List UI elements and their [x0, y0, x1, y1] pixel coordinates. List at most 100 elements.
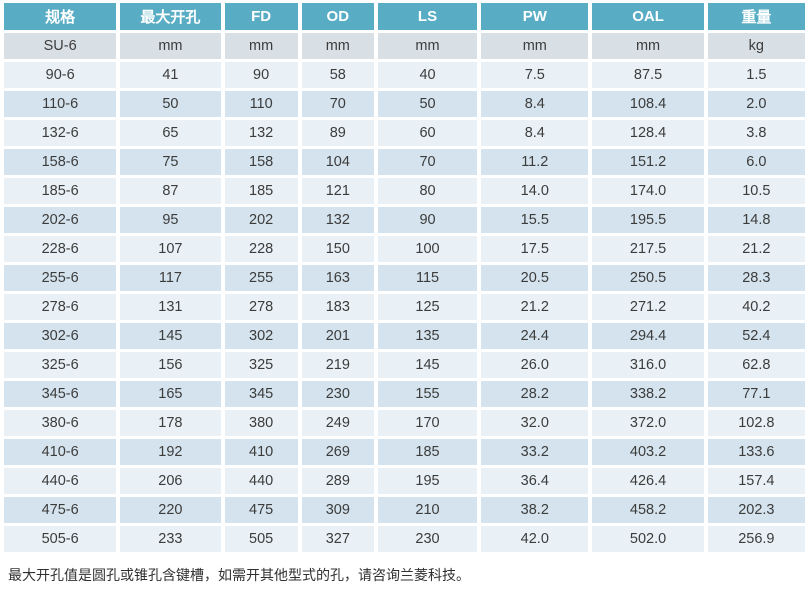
table-cell: 145 — [120, 323, 221, 349]
table-cell: 230 — [301, 381, 374, 407]
table-cell: 75 — [120, 149, 221, 175]
table-cell: 128.4 — [592, 120, 704, 146]
table-cell: 14.0 — [481, 178, 589, 204]
spec-table: 规格 最大开孔 FD OD LS PW OAL 重量 SU-6 mm mm mm mm mm mm kg 90… — [4, 3, 805, 552]
units-row: SU-6 mm mm mm mm mm mm kg — [4, 33, 805, 59]
unit-cell: mm — [224, 33, 298, 59]
table-cell: 107 — [120, 236, 221, 262]
table-cell: 50 — [377, 91, 478, 117]
column-header: 规格 — [4, 3, 117, 30]
table-cell: 475 — [224, 497, 298, 523]
table-cell: 87 — [120, 178, 221, 204]
table-cell: 325 — [224, 352, 298, 378]
table-row: 202-6 95 202 132 90 15.5 195.5 14.8 — [4, 207, 805, 233]
table-cell: 192 — [120, 439, 221, 465]
table-cell: 195 — [377, 468, 478, 494]
table-cell: 228-6 — [4, 236, 117, 262]
table-cell: 150 — [301, 236, 374, 262]
table-cell: 183 — [301, 294, 374, 320]
table-row: 278-6 131 278 183 125 21.2 271.2 40.2 — [4, 294, 805, 320]
table-row: 505-6 233 505 327 230 42.0 502.0 256.9 — [4, 526, 805, 552]
table-row: 185-6 87 185 121 80 14.0 174.0 10.5 — [4, 178, 805, 204]
table-row: 380-6 178 380 249 170 32.0 372.0 102.8 — [4, 410, 805, 436]
table-cell: 133.6 — [707, 439, 805, 465]
table-cell: 2.0 — [707, 91, 805, 117]
table-cell: 250.5 — [592, 265, 704, 291]
table-cell: 185 — [224, 178, 298, 204]
table-cell: 42.0 — [481, 526, 589, 552]
table-cell: 7.5 — [481, 62, 589, 88]
table-cell: 233 — [120, 526, 221, 552]
table-cell: 65 — [120, 120, 221, 146]
table-cell: 21.2 — [481, 294, 589, 320]
table-cell: 135 — [377, 323, 478, 349]
table-cell: 202 — [224, 207, 298, 233]
table-cell: 132 — [301, 207, 374, 233]
header-row: 规格 最大开孔 FD OD LS PW OAL 重量 — [4, 3, 805, 30]
table-cell: 325-6 — [4, 352, 117, 378]
table-cell: 426.4 — [592, 468, 704, 494]
table-cell: 104 — [301, 149, 374, 175]
unit-cell: mm — [301, 33, 374, 59]
table-cell: 219 — [301, 352, 374, 378]
table-cell: 230 — [377, 526, 478, 552]
table-cell: 8.4 — [481, 91, 589, 117]
table-cell: 309 — [301, 497, 374, 523]
table-cell: 40.2 — [707, 294, 805, 320]
table-cell: 15.5 — [481, 207, 589, 233]
column-header: 最大开孔 — [120, 3, 221, 30]
table-cell: 165 — [120, 381, 221, 407]
table-cell: 132-6 — [4, 120, 117, 146]
unit-cell: mm — [377, 33, 478, 59]
table-cell: 115 — [377, 265, 478, 291]
table-cell: 70 — [301, 91, 374, 117]
table-cell: 249 — [301, 410, 374, 436]
table-cell: 50 — [120, 91, 221, 117]
table-cell: 210 — [377, 497, 478, 523]
table-cell: 256.9 — [707, 526, 805, 552]
table-cell: 302-6 — [4, 323, 117, 349]
table-row: 440-6 206 440 289 195 36.4 426.4 157.4 — [4, 468, 805, 494]
column-header: LS — [377, 3, 478, 30]
table-cell: 60 — [377, 120, 478, 146]
table-cell: 32.0 — [481, 410, 589, 436]
table-cell: 475-6 — [4, 497, 117, 523]
table-cell: 178 — [120, 410, 221, 436]
table-cell: 440 — [224, 468, 298, 494]
table-cell: 410 — [224, 439, 298, 465]
unit-cell: mm — [120, 33, 221, 59]
table-cell: 410-6 — [4, 439, 117, 465]
unit-cell: mm — [481, 33, 589, 59]
column-header: 重量 — [707, 3, 805, 30]
table-cell: 21.2 — [707, 236, 805, 262]
table-cell: 440-6 — [4, 468, 117, 494]
table-cell: 255-6 — [4, 265, 117, 291]
table-cell: 278 — [224, 294, 298, 320]
table-cell: 158-6 — [4, 149, 117, 175]
table-row: 302-6 145 302 201 135 24.4 294.4 52.4 — [4, 323, 805, 349]
table-cell: 110 — [224, 91, 298, 117]
footnote: 最大开孔值是圆孔或锥孔含键槽，如需开其他型式的孔，请咨询兰菱科技。 — [8, 567, 470, 583]
table-cell: 372.0 — [592, 410, 704, 436]
table-row: 475-6 220 475 309 210 38.2 458.2 202.3 — [4, 497, 805, 523]
table-cell: 338.2 — [592, 381, 704, 407]
table-cell: 302 — [224, 323, 298, 349]
table-cell: 131 — [120, 294, 221, 320]
table-cell: 80 — [377, 178, 478, 204]
table-cell: 110-6 — [4, 91, 117, 117]
table-cell: 108.4 — [592, 91, 704, 117]
table-cell: 163 — [301, 265, 374, 291]
table-cell: 289 — [301, 468, 374, 494]
table-cell: 90 — [377, 207, 478, 233]
table-cell: 24.4 — [481, 323, 589, 349]
table-cell: 38.2 — [481, 497, 589, 523]
table-cell: 156 — [120, 352, 221, 378]
table-cell: 174.0 — [592, 178, 704, 204]
table-cell: 87.5 — [592, 62, 704, 88]
table-row: 345-6 165 345 230 155 28.2 338.2 77.1 — [4, 381, 805, 407]
column-header: OD — [301, 3, 374, 30]
table-row: 132-6 65 132 89 60 8.4 128.4 3.8 — [4, 120, 805, 146]
table-cell: 26.0 — [481, 352, 589, 378]
table-cell: 1.5 — [707, 62, 805, 88]
